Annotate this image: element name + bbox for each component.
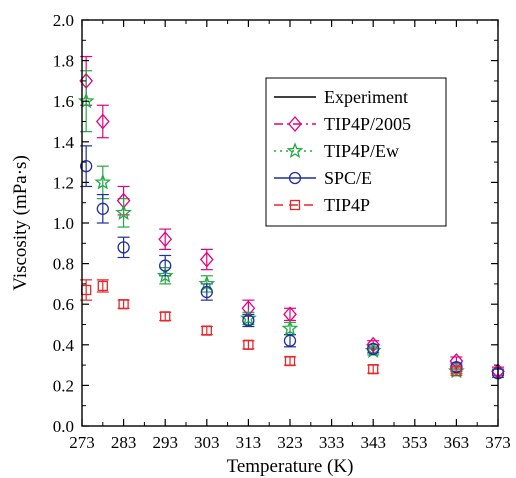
point-tip4p-2005-1 (95, 113, 110, 130)
data-markers (77, 72, 505, 380)
legend-marker (289, 199, 301, 211)
errorbar-spc-e-3 (159, 254, 172, 277)
legend-marker (288, 171, 302, 185)
legend-label: TIP4P/2005 (324, 114, 411, 134)
legend-item-tip4p: TIP4P (274, 195, 370, 215)
x-tick-label: 273 (69, 433, 95, 452)
legend-item-tip4p-2005: TIP4P/2005 (274, 114, 411, 134)
point-tip4p-2 (118, 299, 129, 310)
y-tick-label: 1.4 (53, 133, 75, 152)
legend-item-tip4p-ew: TIP4P/Ew (274, 141, 399, 161)
point-spc-e-3 (159, 259, 172, 272)
x-tick-label: 363 (444, 433, 470, 452)
point-spc-e-8 (450, 360, 463, 374)
y-tick-label: 1.6 (53, 92, 74, 111)
legend-item-experiment: Experiment (274, 87, 408, 107)
point-tip4p-3 (160, 311, 171, 322)
x-tick-label: 373 (485, 433, 511, 452)
point-spc-e-7 (367, 342, 380, 356)
y-tick-label: 2.0 (53, 11, 74, 30)
point-spc-e-1 (96, 202, 109, 215)
point-spc-e-4 (200, 285, 213, 299)
point-tip4p-2005-8 (449, 353, 464, 370)
legend-box (265, 77, 447, 227)
axis-ticks: 273 283 293 303 313 323 333 343 353 363 373 0.0 0.2 0… (53, 11, 511, 452)
y-tick-label: 0.2 (53, 376, 74, 395)
x-tick-label: 353 (402, 433, 428, 452)
y-tick-label: 1.2 (53, 173, 74, 192)
point-tip4p-ew-5 (240, 309, 257, 326)
legend-label: TIP4P (324, 195, 370, 215)
y-tick-label: 0.0 (53, 417, 74, 436)
point-tip4p-4 (201, 325, 212, 336)
point-spc-e-5 (242, 314, 255, 327)
errorbar-tip4p-2005-6 (284, 307, 296, 322)
y-tick-label: 0.4 (53, 336, 75, 355)
y-tick-label: 0.6 (53, 295, 74, 314)
legend-marker (286, 142, 304, 159)
point-tip4p-ew-2 (115, 204, 132, 220)
x-tick-label: 343 (360, 433, 386, 452)
y-tick-label: 1.8 (53, 52, 74, 71)
point-tip4p-2005-4 (199, 251, 214, 268)
x-tick-label: 283 (111, 433, 137, 452)
x-tick-label: 333 (319, 433, 345, 452)
point-tip4p-1 (97, 280, 108, 292)
errorbar-spc-e-2 (117, 236, 130, 259)
point-tip4p-8 (451, 366, 462, 377)
point-tip4p-5 (243, 339, 254, 350)
y-tick-label: 0.8 (53, 255, 74, 274)
point-tip4p-ew-0 (77, 92, 95, 109)
legend-label: SPC/E (324, 168, 372, 188)
y-axis-label: Viscosity (mPa·s) (10, 155, 31, 291)
x-tick-label: 323 (277, 433, 303, 452)
point-spc-e-0 (80, 160, 93, 173)
point-spc-e-6 (283, 334, 297, 347)
point-tip4p-ew-3 (156, 266, 174, 283)
errorbar-spc-e-1 (96, 193, 109, 224)
legend-item-spc-e: SPC/E (274, 168, 372, 188)
legend: Experiment TIP4P/2005 TIP4P/Ew SPC/E TIP4P (265, 77, 447, 227)
point-tip4p-2005-3 (158, 231, 173, 248)
x-tick-label: 293 (152, 433, 178, 452)
errorbar-tip4p-2005-1 (96, 104, 109, 139)
legend-label: TIP4P/Ew (324, 141, 399, 161)
x-tick-label: 303 (194, 433, 220, 452)
point-tip4p-6 (284, 355, 296, 367)
point-tip4p-ew-6 (281, 319, 299, 336)
x-tick-label: 313 (236, 433, 262, 452)
y-tick-label: 1.0 (53, 214, 74, 233)
point-spc-e-2 (117, 241, 130, 254)
legend-label: Experiment (324, 87, 408, 107)
point-tip4p-ew-1 (94, 173, 112, 190)
point-tip4p-2005-2 (116, 192, 131, 209)
point-tip4p-7 (368, 364, 379, 375)
legend-marker (288, 116, 302, 132)
x-axis-label: Temperature (K) (227, 456, 354, 477)
point-tip4p-2005-7 (366, 336, 381, 353)
